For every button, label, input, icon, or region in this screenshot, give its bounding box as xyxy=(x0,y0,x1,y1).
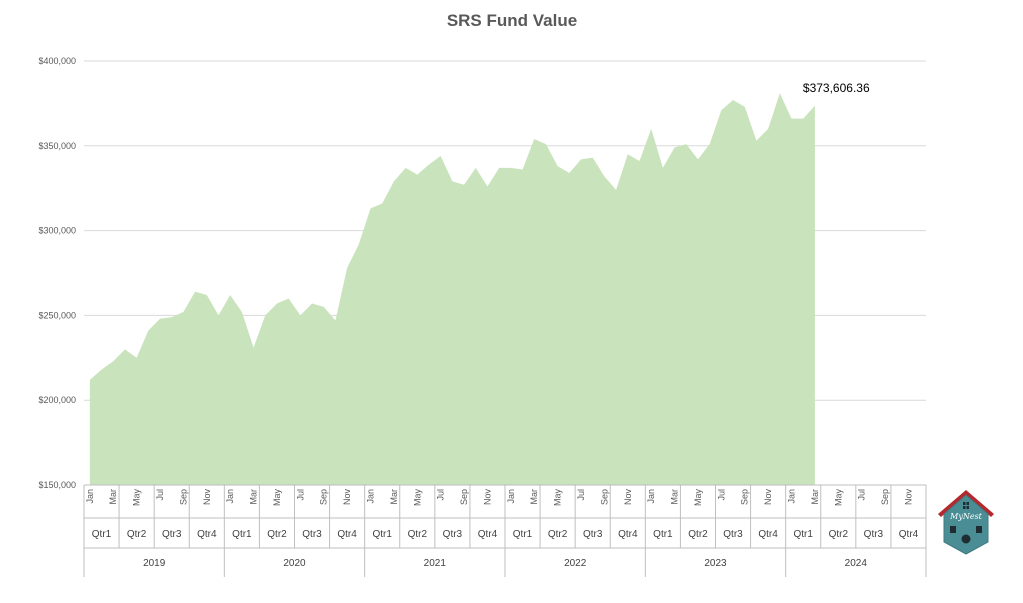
month-tick-label: Jul xyxy=(576,489,586,501)
quarter-tick-label: Qtr4 xyxy=(478,529,498,540)
y-tick-label: $300,000 xyxy=(38,226,76,236)
month-tick-label: Mar xyxy=(389,489,399,505)
month-tick-label: Jan xyxy=(85,489,95,504)
year-tick-label: 2021 xyxy=(424,558,447,569)
month-tick-label: May xyxy=(553,489,563,507)
quarter-tick-label: Qtr1 xyxy=(232,529,252,540)
y-tick-label: $200,000 xyxy=(38,395,76,405)
month-tick-label: Jul xyxy=(155,489,165,501)
quarter-tick-label: Qtr1 xyxy=(793,529,813,540)
quarter-tick-label: Qtr2 xyxy=(688,529,708,540)
y-tick-label: $150,000 xyxy=(38,480,76,490)
quarter-tick-label: Qtr2 xyxy=(267,529,287,540)
year-tick-label: 2020 xyxy=(283,558,306,569)
quarter-tick-label: Qtr3 xyxy=(723,529,743,540)
month-tick-label: Jan xyxy=(506,489,516,504)
month-tick-label: Mar xyxy=(670,489,680,505)
quarter-tick-label: Qtr4 xyxy=(758,529,778,540)
y-tick-label: $250,000 xyxy=(38,310,76,320)
month-tick-label: Sep xyxy=(740,489,750,505)
quarter-tick-label: Qtr1 xyxy=(653,529,673,540)
year-tick-label: 2023 xyxy=(704,558,727,569)
quarter-tick-label: Qtr1 xyxy=(513,529,533,540)
month-tick-label: May xyxy=(693,489,703,507)
birdhouse-logo-icon: MyNest xyxy=(938,490,994,555)
quarter-tick-label: Qtr1 xyxy=(92,529,112,540)
quarter-tick-label: Qtr4 xyxy=(618,529,638,540)
quarter-tick-label: Qtr4 xyxy=(899,529,919,540)
y-tick-label: $400,000 xyxy=(38,56,76,66)
year-tick-label: 2019 xyxy=(143,558,166,569)
month-tick-label: Mar xyxy=(529,489,539,505)
month-tick-label: Nov xyxy=(342,489,352,506)
quarter-tick-label: Qtr4 xyxy=(197,529,217,540)
quarter-tick-label: Qtr4 xyxy=(337,529,357,540)
month-tick-label: Jul xyxy=(295,489,305,501)
month-tick-label: Nov xyxy=(623,489,633,506)
quarter-tick-label: Qtr3 xyxy=(443,529,463,540)
month-tick-label: Nov xyxy=(904,489,914,506)
month-tick-label: May xyxy=(412,489,422,507)
y-tick-label: $350,000 xyxy=(38,141,76,151)
month-tick-label: Nov xyxy=(483,489,493,506)
logo-text: MyNest xyxy=(949,512,983,521)
last-value-label: $373,606.36 xyxy=(803,81,870,95)
chart-title: SRS Fund Value xyxy=(447,11,577,30)
month-tick-label: May xyxy=(272,489,282,507)
year-tick-label: 2022 xyxy=(564,558,587,569)
month-tick-label: Jul xyxy=(716,489,726,501)
month-tick-label: Sep xyxy=(319,489,329,505)
month-tick-label: May xyxy=(833,489,843,507)
month-tick-label: Sep xyxy=(459,489,469,505)
month-tick-label: Nov xyxy=(763,489,773,506)
x-axis: Jan Mar May Jul Sep Nov Jan Mar May Jul Sep Nov Jan M… xyxy=(83,484,927,577)
month-tick-label: Sep xyxy=(178,489,188,505)
quarter-tick-label: Qtr3 xyxy=(162,529,182,540)
quarter-tick-label: Qtr3 xyxy=(583,529,603,540)
month-tick-label: Nov xyxy=(202,489,212,506)
quarter-tick-label: Qtr2 xyxy=(127,529,147,540)
y-axis: $150,000 $200,000 $250,000 $300,000 $350,000… xyxy=(38,56,76,490)
month-tick-label: Sep xyxy=(880,489,890,505)
month-tick-label: Jan xyxy=(646,489,656,504)
month-tick-label: Jan xyxy=(225,489,235,504)
quarter-tick-label: Qtr1 xyxy=(372,529,392,540)
month-tick-label: May xyxy=(132,489,142,507)
quarter-tick-label: Qtr2 xyxy=(408,529,428,540)
fund-value-area xyxy=(89,93,815,485)
quarter-tick-label: Qtr3 xyxy=(302,529,322,540)
month-tick-label: Jul xyxy=(436,489,446,501)
quarter-tick-label: Qtr2 xyxy=(548,529,568,540)
month-tick-label: Jul xyxy=(857,489,867,501)
series-area xyxy=(89,93,815,485)
month-tick-label: Jan xyxy=(366,489,376,504)
month-tick-label: Mar xyxy=(810,489,820,505)
month-tick-label: Sep xyxy=(599,489,609,505)
month-tick-label: Mar xyxy=(249,489,259,505)
month-tick-label: Jan xyxy=(787,489,797,504)
month-tick-label: Mar xyxy=(108,489,118,505)
quarter-tick-label: Qtr2 xyxy=(829,529,849,540)
quarter-tick-label: Qtr3 xyxy=(864,529,884,540)
year-tick-label: 2024 xyxy=(845,558,868,569)
